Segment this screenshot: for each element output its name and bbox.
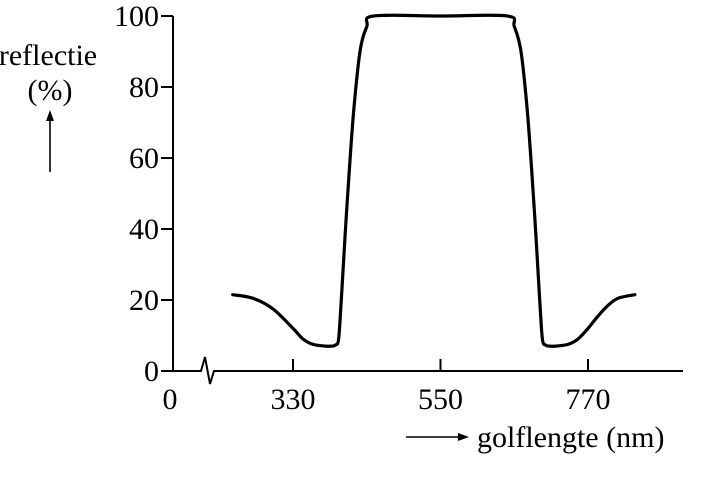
y-axis-arrow (46, 110, 54, 172)
y-tick-label: 80 (129, 71, 159, 104)
y-axis-label: reflectie (0, 39, 97, 72)
y-tick-label: 40 (129, 213, 159, 246)
x-axis-line (173, 356, 683, 385)
y-tick-label: 100 (114, 0, 159, 33)
y-ticks: 0 20 40 60 80 100 (114, 0, 173, 388)
x-origin-label: 0 (163, 383, 178, 416)
y-tick-label: 20 (129, 284, 159, 317)
x-axis-label: golflengte (nm) (477, 421, 664, 454)
y-tick-label: 0 (144, 355, 159, 388)
reflectance-curve (231, 13, 637, 348)
y-axis-unit: (%) (28, 74, 73, 107)
x-tick-label: 550 (418, 383, 463, 416)
x-ticks: 330 550 770 (271, 359, 611, 416)
y-tick-label: 60 (129, 142, 159, 175)
x-tick-label: 770 (566, 383, 611, 416)
x-tick-label: 330 (271, 383, 316, 416)
x-axis-arrow (406, 433, 469, 441)
